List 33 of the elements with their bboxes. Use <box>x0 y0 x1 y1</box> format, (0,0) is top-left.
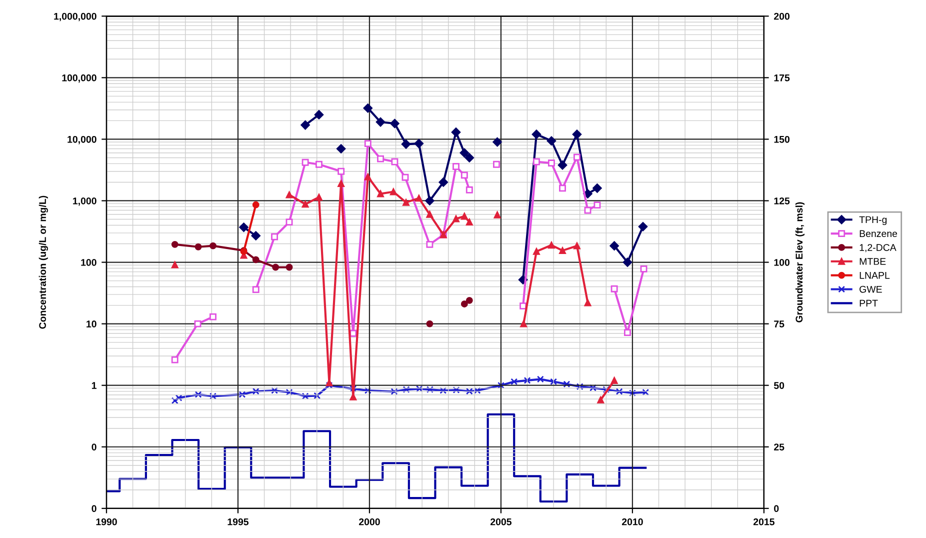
y2-tick-label: 150 <box>774 136 790 143</box>
x-tick-label: 2015 <box>753 518 774 526</box>
y-tick-label: 100,000 <box>62 74 96 83</box>
x-tick-label: 1995 <box>228 518 249 526</box>
y2-tick-label: 175 <box>774 74 790 82</box>
y-tick-label: 1 <box>92 382 96 389</box>
x-tick-label: 1990 <box>96 518 117 526</box>
x-tick-label: 2010 <box>622 518 643 526</box>
y2-tick-label: 0 <box>774 505 779 512</box>
y-tick-label: 10 <box>86 320 96 328</box>
legend-label: LNAPL <box>860 272 890 279</box>
y-tick-label: 0 <box>92 505 96 512</box>
y2-tick-label: 200 <box>774 12 790 20</box>
y-tick-label: 100 <box>81 259 96 266</box>
x-tick-label: 2000 <box>359 518 380 526</box>
y-tick-label: 0 <box>92 444 96 450</box>
y2-tick-label: 50 <box>774 382 784 389</box>
legend-label: GWE <box>860 286 882 293</box>
y-tick-label: 1,000,000 <box>54 12 96 22</box>
y2-tick-label: 75 <box>774 320 784 328</box>
legend-label: TPH-g <box>859 216 887 226</box>
y-axis-title: Concentration (ug/L or mg/L) <box>38 196 48 329</box>
y2-tick-label: 25 <box>774 444 784 450</box>
legend-label: 1,2-DCA <box>860 244 896 252</box>
y-tick-label: 10,000 <box>68 136 96 144</box>
y2-tick-label: 100 <box>774 259 790 266</box>
legend-label: Benzene <box>860 230 898 238</box>
x-tick-label: 2005 <box>490 518 512 526</box>
y2-axis-title: Groundwater Elev (ft, msl) <box>795 202 805 322</box>
y2-tick-label: 125 <box>774 197 790 204</box>
legend-label: PPT <box>860 300 878 307</box>
y-tick-label: 1,000 <box>73 197 96 206</box>
legend-label: MTBE <box>860 258 886 265</box>
